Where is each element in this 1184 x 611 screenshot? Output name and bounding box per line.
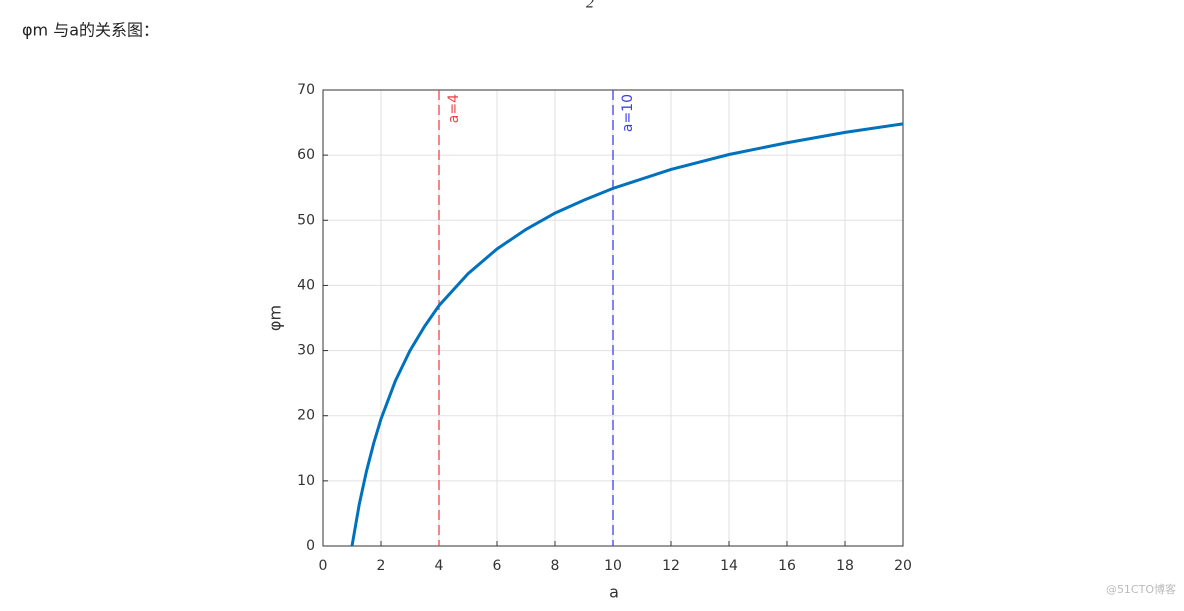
x-tick-label: 10 (604, 558, 622, 574)
x-axis-label: a (609, 583, 619, 602)
reference-label: a=4 (446, 94, 462, 123)
x-tick-label: 4 (435, 558, 444, 574)
y-tick-label: 50 (297, 212, 315, 228)
x-tick-label: 14 (720, 558, 738, 574)
y-tick-label: 0 (306, 538, 315, 554)
y-tick-label: 70 (297, 82, 315, 98)
x-tick-label: 16 (778, 558, 796, 574)
curve (350, 122, 904, 547)
y-tick-label: 10 (297, 473, 315, 489)
y-tick-label: 60 (297, 147, 315, 163)
x-tick-label: 6 (493, 558, 502, 574)
x-tick-label: 2 (377, 558, 386, 574)
caption: φm 与a的关系图： (22, 21, 159, 40)
x-tick-label: 18 (836, 558, 854, 574)
x-tick-label: 20 (894, 558, 912, 574)
watermark: @51CTO博客 (1106, 582, 1176, 596)
y-tick-label: 40 (297, 277, 315, 293)
y-axis-label: φm (266, 305, 285, 331)
x-tick-label: 0 (319, 558, 328, 574)
x-tick-label: 8 (551, 558, 560, 574)
y-tick-label: 30 (297, 343, 315, 359)
y-tick-label: 20 (297, 408, 315, 424)
reference-label: a=10 (620, 94, 636, 132)
x-tick-label: 12 (662, 558, 680, 574)
fragment: 2 (586, 0, 594, 12)
